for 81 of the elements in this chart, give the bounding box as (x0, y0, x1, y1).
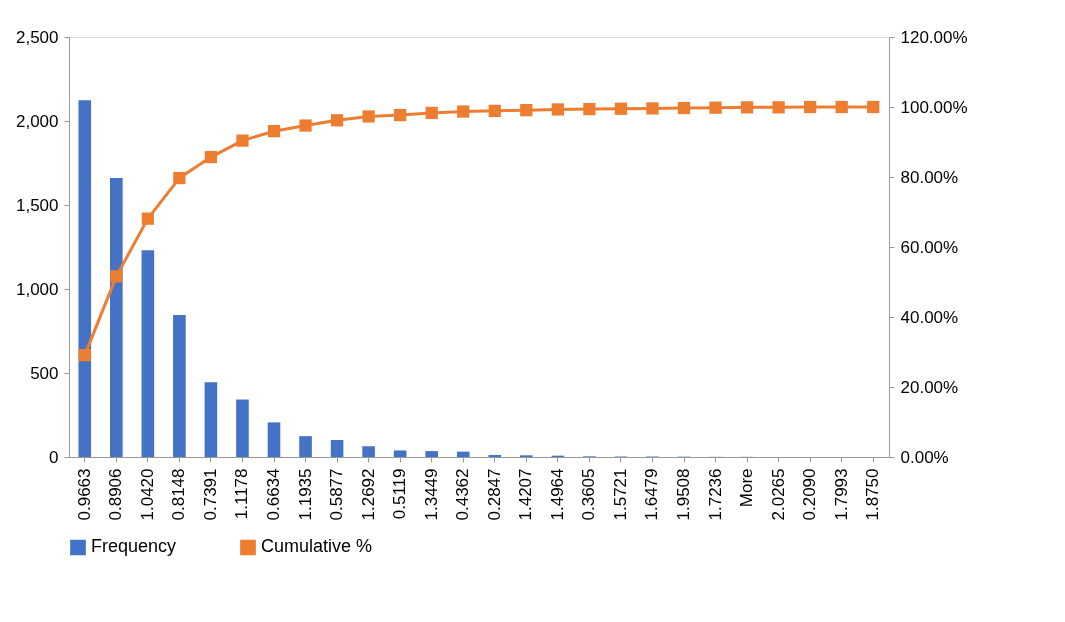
x-tick-label: 1.0420 (137, 468, 157, 521)
legend-label: Cumulative % (261, 536, 373, 557)
bar (267, 422, 281, 457)
y-tick-label: 1,000 (15, 279, 59, 299)
bar (204, 382, 218, 457)
bar (425, 451, 438, 457)
x-tick-label: 1.4207 (516, 468, 536, 521)
point (267, 125, 281, 138)
x-tick-label: 1.6479 (642, 468, 662, 521)
x-tick-label: 0.8906 (106, 468, 126, 521)
point (330, 114, 344, 127)
point (488, 104, 501, 117)
point (394, 108, 407, 122)
point (804, 100, 817, 114)
point (141, 212, 154, 225)
x-tick-label: 1.4964 (547, 468, 567, 521)
x-tick-label: 0.6634 (264, 468, 283, 521)
bar (141, 250, 155, 457)
point (362, 110, 375, 123)
point (425, 106, 438, 120)
point (78, 349, 91, 362)
point (457, 105, 470, 118)
bar (78, 100, 92, 457)
point (867, 100, 880, 114)
x-tick-label: 1.3449 (421, 468, 441, 521)
x-tick-label: 0.7391 (200, 468, 220, 521)
point (299, 119, 312, 132)
x-tick-label: 1.7993 (831, 468, 851, 521)
y2-tick-label: 0.00% (900, 447, 949, 467)
x-tick-label: 0.8148 (169, 468, 189, 521)
x-tick-label: 0.5877 (327, 468, 347, 521)
x-tick-label: 1.7236 (705, 468, 725, 521)
x-tick-label: 1.1935 (295, 468, 315, 521)
x-tick-label: 2.0265 (768, 468, 788, 521)
point (520, 104, 533, 117)
point (740, 101, 754, 114)
bar (362, 446, 375, 457)
point (772, 101, 785, 114)
point (173, 171, 186, 185)
x-tick-label: 1.2692 (358, 468, 378, 521)
x-tick-label: 1.5721 (610, 468, 630, 521)
y2-tick-label: 60.00% (900, 237, 959, 257)
point (204, 150, 218, 164)
y-tick-label: 0 (49, 447, 59, 467)
x-tick-label: 0.3605 (579, 468, 599, 521)
y2-tick-label: 40.00% (900, 307, 959, 327)
bar (299, 436, 312, 457)
point (236, 134, 249, 147)
x-tick-label: 0.5119 (390, 468, 410, 520)
x-tick-label: 1.1178 (232, 468, 252, 520)
x-tick-label: More (737, 468, 757, 508)
point (583, 102, 596, 116)
x-tick-label: 1.8750 (863, 468, 883, 521)
y-tick-label: 1,500 (15, 195, 59, 215)
point (709, 101, 722, 114)
bar (173, 315, 186, 457)
y2-tick-label: 120.00% (900, 27, 968, 47)
bar (110, 177, 123, 457)
bar (393, 450, 407, 457)
x-tick-label: 0.4362 (453, 468, 473, 521)
y2-tick-label: 80.00% (900, 167, 959, 187)
legend-label: Frequency (91, 536, 177, 557)
x-tick-label: 0.2090 (800, 468, 820, 521)
point (835, 100, 848, 114)
x-tick-label: 0.2847 (484, 468, 504, 521)
bar (236, 399, 249, 457)
x-tick-label: 1.9508 (674, 468, 693, 521)
y-tick-label: 500 (30, 363, 59, 383)
point (551, 103, 564, 116)
x-tick-label: 0.9663 (74, 468, 94, 521)
point (677, 101, 691, 115)
bar (456, 451, 470, 457)
y-tick-label: 2,500 (15, 27, 59, 47)
y2-tick-label: 20.00% (900, 377, 959, 397)
point (110, 270, 123, 283)
y2-tick-label: 100.00% (900, 97, 968, 117)
y-tick-label: 2,000 (15, 111, 59, 131)
bar (330, 440, 344, 457)
point (646, 102, 659, 115)
bar (488, 454, 502, 457)
point (614, 102, 628, 115)
